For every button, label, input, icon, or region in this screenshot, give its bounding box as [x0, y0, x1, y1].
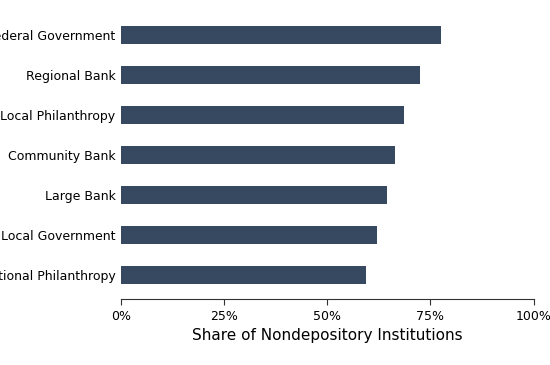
X-axis label: Share of Nondepository Institutions: Share of Nondepository Institutions [192, 328, 463, 343]
Bar [121, 146, 395, 164]
Bar [121, 26, 441, 44]
Bar [121, 226, 377, 244]
Bar [121, 106, 404, 124]
Bar [121, 266, 366, 284]
Bar [121, 66, 420, 84]
Bar [121, 186, 387, 204]
